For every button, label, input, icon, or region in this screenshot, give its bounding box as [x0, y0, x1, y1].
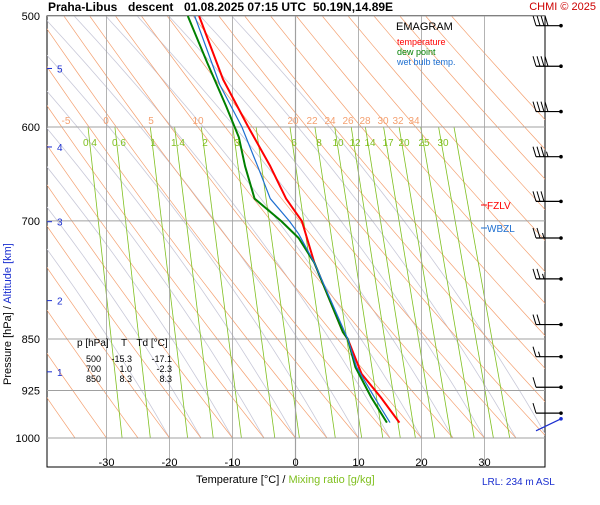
table-cell: 850: [86, 374, 101, 384]
altitude-tick-label: 5: [57, 64, 63, 75]
table-cell: 500: [86, 354, 101, 364]
x-axis-label: Temperature [°C] / Mixing ratio [g/kg]: [196, 474, 375, 486]
altitude-tick-label: 4: [57, 143, 63, 154]
legend-title: EMAGRAM: [396, 21, 453, 33]
altitude-tick-label: 3: [57, 218, 63, 229]
wbzl-label: WBZL: [487, 224, 515, 235]
legend-item: wet bulb temp.: [396, 57, 456, 67]
wind-barb-station-dot: [559, 411, 563, 415]
dry-adiabat-label: 26: [342, 116, 354, 127]
mixing-ratio-label: 10: [332, 138, 344, 149]
wind-barb-station-dot: [559, 355, 563, 359]
mixing-ratio-label: 0.6: [112, 138, 126, 149]
temperature-tick-label: 10: [352, 457, 364, 469]
mixing-ratio-label: 30: [437, 138, 449, 149]
pressure-tick-label: 850: [22, 334, 40, 346]
y-axis-label-pressure: Pressure [hPa]: [2, 309, 14, 385]
y-axis-label: Pressure [hPa] / Altitude [km]: [2, 243, 14, 385]
mixing-ratio-label: 12: [349, 138, 361, 149]
table-cell: 8.3: [159, 374, 172, 384]
mixing-ratio-label: 0.4: [83, 138, 97, 149]
wind-barb-station-dot: [559, 277, 563, 281]
dry-adiabat-label: 5: [148, 116, 154, 127]
header-mode: descent: [128, 0, 173, 14]
x-axis-label-temperature: Temperature [°C]: [196, 474, 282, 486]
dry-adiabat-label: 32: [392, 116, 404, 127]
table-cell: -15.3: [111, 354, 132, 364]
mixing-ratio-label: 2: [202, 138, 208, 149]
mixing-ratio-label: 1: [150, 138, 156, 149]
lrl-label: LRL: 234 m ASL: [482, 477, 555, 488]
wind-barb-station-dot: [559, 200, 563, 204]
mixing-ratio-label: 8: [316, 138, 322, 149]
wind-barb-station-dot: [559, 385, 563, 389]
table-cell: 8.3: [119, 374, 132, 384]
dry-adiabat-label: 24: [324, 116, 336, 127]
pressure-tick-label: 500: [22, 11, 40, 23]
legend-item: dew point: [397, 47, 436, 57]
temperature-tick-label: -30: [99, 457, 115, 469]
legend-item: temperature: [397, 37, 446, 47]
dry-adiabat-label: -5: [62, 116, 71, 127]
dry-adiabat-label: 34: [408, 116, 420, 127]
dry-adiabat-label: 10: [192, 116, 204, 127]
header-copyright: CHMI © 2025: [529, 1, 596, 13]
wind-barb-station-dot: [559, 236, 563, 240]
table-header: p [hPa]: [77, 338, 109, 349]
dry-adiabat-label: 30: [377, 116, 389, 127]
wind-barb-station-dot: [559, 64, 563, 68]
table-header: Td [°C]: [136, 338, 167, 349]
temperature-tick-label: 30: [478, 457, 490, 469]
header-datetime: 01.08.2025 07:15 UTC: [184, 0, 306, 14]
table-header: T: [121, 338, 127, 349]
table-cell: -2.3: [156, 364, 172, 374]
pressure-tick-label: 600: [22, 122, 40, 134]
altitude-tick-label: 2: [57, 297, 63, 308]
temperature-tick-label: 20: [415, 457, 427, 469]
fzlv-label: FZLV: [487, 201, 511, 212]
wind-barb-station-dot: [559, 24, 563, 28]
temperature-tick-label: -20: [162, 457, 178, 469]
dry-adiabat-label: 22: [306, 116, 318, 127]
wind-barb-station-dot: [559, 417, 563, 421]
mixing-ratio-label: 17: [382, 138, 394, 149]
table-cell: 700: [86, 364, 101, 374]
temperature-tick-label: -10: [225, 457, 241, 469]
header-station: Praha-Libus: [48, 0, 118, 14]
header-position: 50.19N,14.89E: [313, 0, 393, 14]
dry-adiabat-label: 0: [103, 116, 109, 127]
wind-barb-station-dot: [559, 110, 563, 114]
mixing-ratio-label: 6: [291, 138, 297, 149]
x-axis-label-mixing: Mixing ratio [g/kg]: [288, 474, 374, 486]
y-axis-label-altitude: Altitude [km]: [2, 243, 14, 304]
dry-adiabat-label: 28: [359, 116, 371, 127]
wind-barb-station-dot: [559, 323, 563, 327]
mixing-ratio-label: 14: [364, 138, 376, 149]
pressure-tick-label: 1000: [16, 433, 40, 445]
mixing-ratio-label: 20: [398, 138, 410, 149]
wind-barb-station-dot: [559, 155, 563, 159]
table-cell: -17.1: [151, 354, 172, 364]
mixing-ratio-label: 3: [234, 138, 240, 149]
wind-barb-half-flag: [547, 152, 549, 157]
temperature-tick-label: 0: [292, 457, 298, 469]
table-cell: 1.0: [119, 364, 132, 374]
altitude-tick-label: 1: [57, 368, 63, 379]
mixing-ratio-label: 25: [418, 138, 430, 149]
pressure-tick-label: 700: [22, 216, 40, 228]
dry-adiabat-label: 20: [287, 116, 299, 127]
mixing-ratio-label: 1.4: [171, 138, 185, 149]
pressure-tick-label: 925: [22, 386, 40, 398]
